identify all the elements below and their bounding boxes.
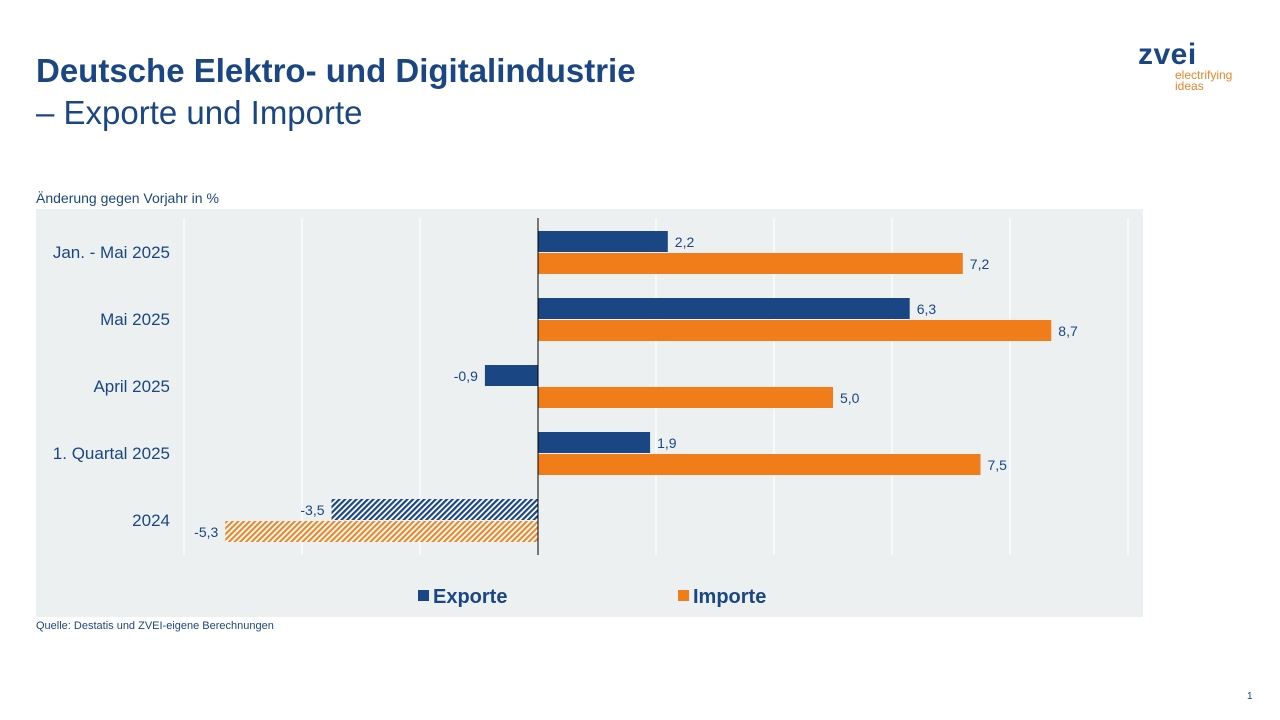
- bar-exporte: [538, 298, 910, 319]
- zvei-logo: zvei electrifying ideas: [1138, 38, 1233, 93]
- subtitle: – Exporte und Importe: [36, 94, 363, 131]
- data-label-importe: 7,2: [970, 256, 990, 272]
- category-label: 1. Quartal 2025: [53, 444, 170, 463]
- logo-tagline-2: ideas: [1175, 79, 1204, 93]
- category-label: Mai 2025: [100, 310, 170, 329]
- bar-importe: [538, 387, 833, 408]
- unit-label: Änderung gegen Vorjahr in %: [36, 190, 219, 206]
- category-label: 2024: [132, 511, 170, 530]
- category-label: Jan. - Mai 2025: [53, 243, 170, 262]
- legend: Exporte Importe: [418, 586, 766, 608]
- legend-swatch-importe: [678, 590, 689, 601]
- data-label-exporte: 2,2: [675, 234, 695, 250]
- bar-exporte: [331, 499, 538, 520]
- logo-tagline-1: electrifying: [1175, 68, 1233, 82]
- category-label: April 2025: [93, 377, 170, 396]
- bar-importe: [538, 454, 981, 475]
- legend-label-importe: Importe: [693, 586, 766, 608]
- bar-exporte: [484, 365, 538, 386]
- data-label-importe: 8,7: [1058, 323, 1078, 339]
- source-note: Quelle: Destatis und ZVEI-eigene Berechn…: [36, 620, 274, 632]
- data-label-exporte: -0,9: [454, 368, 478, 384]
- data-label-exporte: 6,3: [917, 301, 937, 317]
- title: Deutsche Elektro- und Digitalindustrie: [36, 52, 636, 89]
- data-label-importe: -5,3: [194, 524, 218, 540]
- bar-exporte: [538, 432, 651, 453]
- plot-background: [36, 209, 1143, 617]
- data-label-importe: 5,0: [840, 390, 860, 406]
- data-label-exporte: 1,9: [657, 435, 677, 451]
- bar-exporte: [538, 231, 668, 252]
- data-label-exporte: -3,5: [300, 502, 324, 518]
- bar-importe: [538, 253, 963, 274]
- bar-importe: [225, 521, 539, 542]
- legend-swatch-exporte: [418, 590, 429, 601]
- logo-word: zvei: [1138, 38, 1197, 71]
- page-number: 1: [1247, 691, 1253, 702]
- data-label-importe: 7,5: [988, 457, 1008, 473]
- bar-importe: [538, 320, 1052, 341]
- legend-label-exporte: Exporte: [433, 586, 507, 608]
